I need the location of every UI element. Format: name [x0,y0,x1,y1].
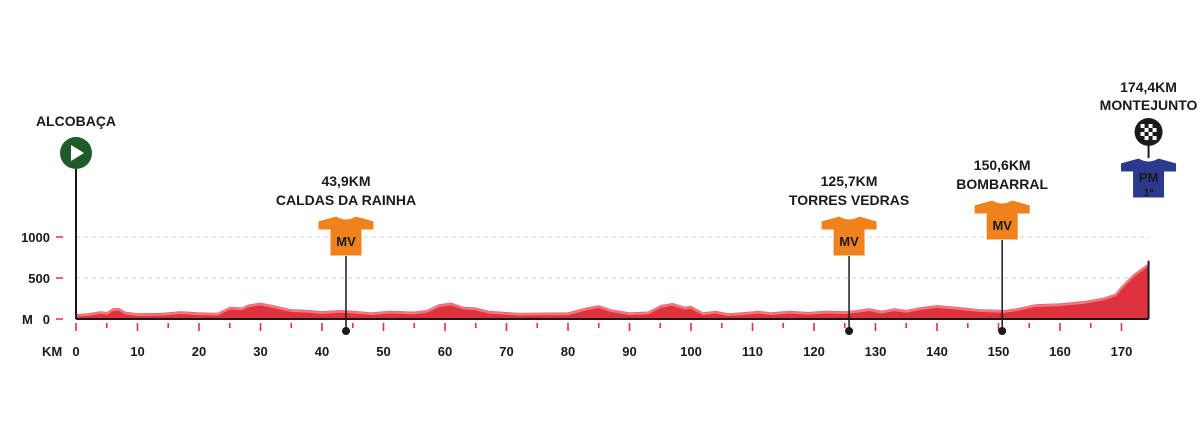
elevation-highlight [75,263,1150,317]
flag-check [1152,136,1157,140]
x-tick-label: 70 [499,344,513,359]
x-tick-label: 100 [680,344,702,359]
x-tick-label: 30 [253,344,267,359]
finish-distance-label: 174,4KM [1120,79,1177,95]
x-tick-label: 160 [1049,344,1071,359]
waypoint-torres: 125,7KM TORRES VEDRAS MV [789,173,909,335]
waypoint-start: ALCOBAÇA [36,113,116,319]
flag-check [1144,128,1149,132]
jersey-label: MV [336,234,356,249]
play-triangle [71,145,84,161]
flag-check [1152,128,1157,132]
waypoint-finish: 174,4KM MONTEJUNTO PM 1ª [1100,79,1198,199]
x-tick-label: 90 [622,344,636,359]
flag-check [1144,136,1149,140]
flag-check [1148,132,1153,136]
route-markers: ALCOBAÇA 43,9KM CALDAS DA RAINHA MV 125,7KM T… [36,79,1198,335]
flag-check [1140,132,1145,136]
finish-town-label: MONTEJUNTO [1100,97,1198,113]
x-tick-label: 150 [988,344,1010,359]
distance-label: 43,9KM [321,173,370,189]
grid-lines [76,236,1150,279]
x-tick-label: 10 [130,344,144,359]
flag-check [1148,124,1153,128]
x-tick-label: 20 [192,344,206,359]
y-unit-label: M [22,312,33,327]
x-tick-label: 50 [376,344,390,359]
jersey-label: MV [839,234,859,249]
orange-jersey-icon [973,199,1031,241]
y-tick-label: 0 [43,312,50,327]
elevation-area [75,263,1150,319]
orange-jersey-icon [317,215,375,257]
jersey-sub-label: 1ª [1143,187,1154,199]
town-label: BOMBARRAL [956,176,1048,192]
distance-label: 150,6KM [974,157,1031,173]
marker-dot [998,327,1007,335]
town-label: TORRES VEDRAS [789,192,909,208]
x-tick-label: 0 [72,344,79,359]
x-unit-label: KM [42,344,62,359]
jersey-label: MV [992,218,1012,233]
start-town-label: ALCOBAÇA [36,113,116,129]
x-tick-label: 110 [742,344,763,359]
jersey-label: PM [1139,170,1159,185]
distance-label: 125,7KM [821,173,878,189]
x-tick-label: 120 [803,344,825,359]
y-tick-label: 1000 [21,230,50,245]
waypoint-bombarral: 150,6KM BOMBARRAL MV [956,157,1049,335]
x-tick-label: 40 [315,344,329,359]
waypoint-caldas: 43,9KM CALDAS DA RAINHA MV [276,173,416,335]
marker-dot [341,327,350,335]
x-tick-label: 80 [561,344,575,359]
flag-check [1140,124,1145,128]
x-tick-label: 170 [1111,344,1133,359]
marker-dot [845,327,854,335]
y-tick-label: 500 [28,271,50,286]
axes: 0 500 1000 M KM 0 10 20 30 40 50 60 70 80 90 100 110 120 1… [21,225,1150,359]
x-tick-label: 140 [926,344,948,359]
x-tick-label: 60 [438,344,452,359]
town-label: CALDAS DA RAINHA [276,192,416,208]
blue-jersey-icon [1120,157,1178,199]
x-tick-label: 130 [865,344,887,359]
orange-jersey-icon [820,215,878,257]
